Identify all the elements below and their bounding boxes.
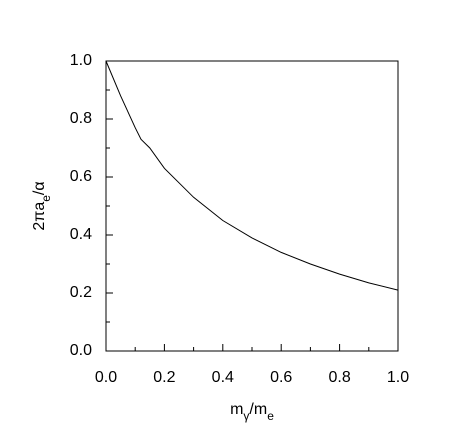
x-axis-label: mγ/me bbox=[230, 401, 274, 423]
label-subscript: e bbox=[39, 195, 53, 202]
y-tick-label: 0.6 bbox=[70, 168, 92, 185]
label-subscript: e bbox=[267, 409, 274, 423]
y-tick-label: 1.0 bbox=[70, 52, 92, 69]
y-tick-label: 0.4 bbox=[70, 226, 92, 243]
y-axis-label: 2πae/α bbox=[31, 181, 53, 230]
y-tick-label: 0.8 bbox=[70, 110, 92, 127]
x-tick-label: 0.4 bbox=[212, 369, 234, 386]
x-tick-label: 1.0 bbox=[387, 369, 409, 386]
x-tick-label: 0.6 bbox=[270, 369, 292, 386]
x-tick-label: 0.2 bbox=[153, 369, 175, 386]
x-tick-label: 0.0 bbox=[95, 369, 117, 386]
y-tick-label: 0.0 bbox=[70, 342, 92, 359]
plot-frame bbox=[105, 60, 399, 352]
label-text: /α bbox=[31, 181, 48, 195]
label-text: 2πa bbox=[31, 202, 48, 231]
line-series bbox=[105, 60, 399, 291]
label-text: /m bbox=[249, 401, 267, 418]
label-subscript: γ bbox=[243, 409, 249, 423]
x-tick-label: 0.8 bbox=[328, 369, 350, 386]
label-text: m bbox=[230, 401, 243, 418]
y-tick-label: 0.2 bbox=[70, 284, 92, 301]
